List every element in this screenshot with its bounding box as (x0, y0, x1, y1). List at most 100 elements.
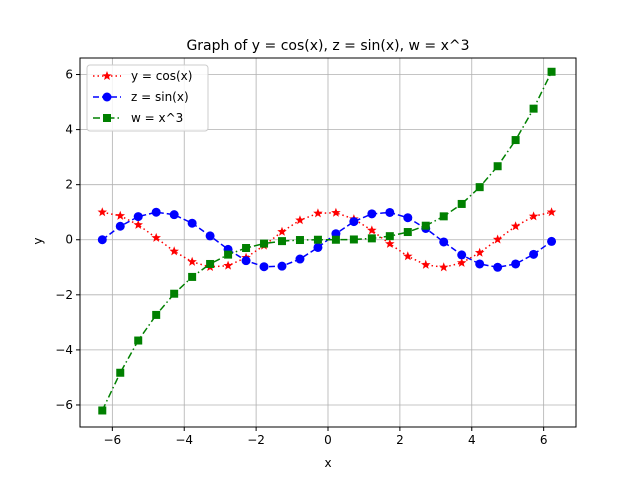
data-point (403, 251, 413, 261)
data-point (529, 104, 538, 113)
data-point (187, 256, 197, 266)
data-point (511, 259, 521, 269)
data-point (115, 210, 126, 220)
data-point (511, 136, 520, 145)
data-point (547, 236, 557, 246)
data-point (295, 215, 305, 225)
data-point (313, 208, 323, 218)
data-point (456, 257, 467, 267)
data-point (224, 250, 233, 259)
data-point (474, 247, 485, 257)
legend-entry: w = x^3 (93, 111, 183, 125)
data-point (259, 262, 269, 272)
tick-layer: −6 −4 −2 0 2 4 6 −6 −4 −2 0 2 4 6 (55, 68, 547, 447)
y-tick-label: 6 (65, 68, 73, 82)
y-tick-label: −6 (55, 398, 73, 412)
data-point (457, 250, 467, 260)
data-point (97, 207, 108, 217)
data-point (385, 238, 395, 248)
x-tick-label: 4 (468, 433, 476, 447)
data-point (98, 406, 107, 415)
legend-label: y = cos(x) (131, 69, 192, 83)
data-point (510, 221, 521, 231)
data-point (331, 207, 341, 217)
data-point (133, 219, 143, 229)
data-point (475, 259, 485, 269)
data-point (151, 207, 161, 217)
data-point (403, 228, 412, 237)
data-point (187, 218, 197, 228)
y-tick-label: −2 (55, 288, 73, 302)
series-3 (98, 67, 556, 415)
y-axis-label: y (31, 237, 45, 244)
y-tick-label: −4 (55, 343, 73, 357)
data-point (492, 234, 503, 244)
data-point (188, 272, 197, 281)
legend-marker (103, 114, 111, 122)
data-point (421, 259, 431, 269)
legend-entry: z = sin(x) (93, 90, 189, 104)
data-point (134, 336, 143, 345)
series-line (102, 211, 552, 269)
x-tick-label: 0 (324, 433, 332, 447)
data-point (115, 221, 125, 231)
legend-label: z = sin(x) (131, 90, 189, 104)
data-point (546, 207, 557, 217)
data-point (277, 226, 287, 236)
data-point (421, 221, 430, 230)
data-point (242, 244, 251, 253)
data-point (457, 199, 466, 208)
data-point (152, 310, 161, 319)
data-point (439, 212, 448, 221)
data-point (313, 235, 322, 244)
data-point (331, 235, 340, 244)
data-point (313, 242, 323, 252)
legend-entry: y = cos(x) (93, 69, 192, 83)
data-point (439, 237, 449, 247)
data-point (133, 212, 143, 222)
data-point (206, 259, 215, 268)
data-point (241, 256, 251, 266)
data-point (97, 235, 107, 245)
data-point (367, 209, 377, 219)
data-point (277, 261, 287, 271)
data-point (169, 246, 179, 256)
data-point (367, 225, 377, 235)
data-point (223, 260, 233, 270)
data-point (295, 254, 305, 264)
y-tick-label: 2 (65, 178, 73, 192)
legend-label: w = x^3 (131, 111, 183, 125)
data-point (438, 262, 449, 272)
data-point (170, 289, 179, 298)
data-point (529, 249, 539, 259)
data-point (547, 67, 556, 76)
legend-marker (102, 71, 112, 81)
grid-layer (80, 58, 576, 427)
data-point (277, 237, 286, 246)
data-point (367, 234, 376, 243)
x-tick-label: −6 (103, 433, 121, 447)
x-tick-label: 6 (540, 433, 548, 447)
legend: y = cos(x) z = sin(x) w = x^3 (86, 64, 209, 132)
data-point (260, 239, 269, 248)
x-tick-label: −2 (247, 433, 265, 447)
x-tick-label: 2 (396, 433, 404, 447)
data-point (528, 211, 539, 221)
y-tick-label: 0 (65, 233, 73, 247)
legend-box (86, 64, 209, 132)
data-point (475, 183, 484, 192)
y-tick-label: 4 (65, 123, 73, 137)
data-point (205, 231, 215, 241)
chart-title: Graph of y = cos(x), z = sin(x), w = x^3 (186, 38, 469, 54)
data-point (493, 262, 503, 272)
x-tick-label: −4 (175, 433, 193, 447)
data-point (295, 236, 304, 245)
data-point (151, 232, 161, 242)
data-point (493, 162, 502, 171)
series-layer (97, 67, 557, 415)
x-axis-label: x (324, 456, 331, 470)
data-point (116, 368, 125, 377)
legend-marker (102, 92, 112, 102)
data-point (385, 232, 394, 241)
